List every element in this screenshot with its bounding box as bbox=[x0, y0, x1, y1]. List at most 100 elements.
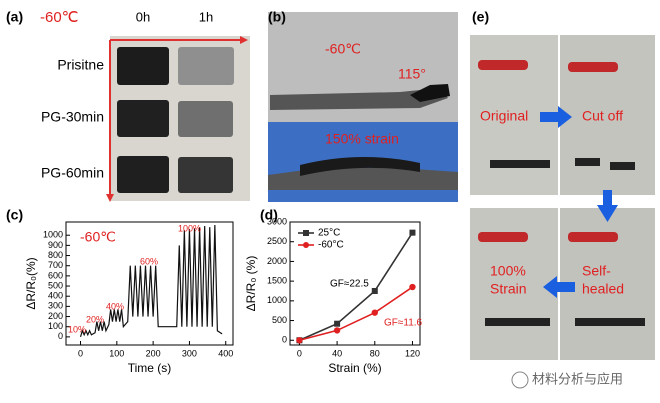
y-tick-label: 600 bbox=[48, 270, 63, 280]
y-tick-label: 800 bbox=[48, 250, 63, 260]
temperature: -60℃ bbox=[325, 41, 361, 57]
arrow bbox=[540, 106, 572, 128]
y-tick-label: 0 bbox=[58, 331, 63, 341]
temperature: -60℃ bbox=[40, 9, 79, 26]
x-tick-label: 0 bbox=[297, 348, 302, 358]
column-label: 0h bbox=[136, 9, 150, 24]
angle: 115° bbox=[398, 66, 426, 82]
y-tick-label: 0 bbox=[282, 335, 287, 345]
clip bbox=[478, 60, 528, 70]
sample-stretched bbox=[300, 156, 420, 176]
arrow-head bbox=[240, 36, 248, 44]
y-tick-label: 1500 bbox=[267, 276, 287, 286]
panel-label: (d) bbox=[260, 207, 278, 223]
x-tick-label: 80 bbox=[370, 348, 380, 358]
label: Strain bbox=[490, 281, 527, 297]
sample-bent bbox=[410, 84, 450, 102]
temperature: -60℃ bbox=[80, 229, 116, 245]
y-tick-label: 100 bbox=[48, 321, 63, 331]
x-axis-label: Strain (%) bbox=[328, 361, 381, 375]
y-tick-label: 300 bbox=[48, 301, 63, 311]
annotation: 20% bbox=[86, 314, 104, 324]
label: Self- bbox=[582, 263, 611, 279]
line-series bbox=[79, 225, 223, 338]
panel-label: (c) bbox=[6, 207, 23, 223]
x-tick-label: 100 bbox=[109, 348, 124, 358]
panel-label: (b) bbox=[268, 9, 286, 25]
y-tick-label: 900 bbox=[48, 240, 63, 250]
strain-label: 150% strain bbox=[325, 131, 399, 147]
y-tick-label: 500 bbox=[48, 280, 63, 290]
marker bbox=[333, 327, 341, 334]
panel-label: (e) bbox=[472, 9, 489, 25]
sample bbox=[117, 47, 169, 85]
annotation: 60% bbox=[140, 256, 158, 266]
marker bbox=[371, 309, 378, 316]
y-axis-label: ΔR/R₀ (%) bbox=[244, 256, 258, 312]
sample bbox=[117, 156, 169, 193]
clamps bbox=[268, 168, 458, 190]
marker bbox=[371, 287, 378, 294]
label: Cut off bbox=[582, 108, 623, 124]
samples bbox=[117, 47, 234, 193]
marker bbox=[296, 337, 303, 344]
y-tick-label: 200 bbox=[48, 311, 63, 321]
sample bbox=[575, 318, 645, 326]
photo-e bbox=[560, 35, 655, 195]
annotation: 40% bbox=[106, 301, 124, 311]
clip bbox=[478, 232, 528, 242]
y-tick-label: 1000 bbox=[267, 295, 287, 305]
legend-label: 25°C bbox=[318, 228, 340, 239]
watermark-icon bbox=[511, 371, 529, 389]
sample bbox=[490, 160, 550, 168]
marker bbox=[409, 283, 416, 291]
tweezer bbox=[270, 88, 448, 110]
sample bbox=[575, 158, 600, 166]
x-axis-label: Time (s) bbox=[128, 361, 172, 375]
x-tick-label: 200 bbox=[146, 348, 161, 358]
y-tick-label: 3000 bbox=[267, 216, 287, 226]
photo-details bbox=[478, 60, 645, 326]
marker bbox=[334, 320, 341, 327]
x-tick-label: 400 bbox=[218, 348, 233, 358]
label: Original bbox=[480, 108, 528, 124]
panel-label: (a) bbox=[6, 9, 23, 25]
sample bbox=[610, 162, 635, 170]
x-tick-label: 300 bbox=[182, 348, 197, 358]
row-label: PG-30min bbox=[41, 109, 104, 125]
sample bbox=[117, 100, 169, 137]
y-tick-label: 400 bbox=[48, 291, 63, 301]
clip bbox=[568, 232, 618, 242]
line-series bbox=[299, 232, 414, 342]
annotation: GF≈11.6 bbox=[384, 318, 423, 329]
sample bbox=[178, 157, 233, 193]
watermark: 材料分析与应用 bbox=[532, 371, 623, 386]
y-tick-label: 2500 bbox=[267, 236, 287, 246]
y-axis-label: ΔR/R₀(%) bbox=[24, 257, 38, 309]
x-tick-label: 0 bbox=[78, 348, 83, 358]
x-tick-label: 40 bbox=[332, 348, 342, 358]
sample bbox=[485, 318, 550, 326]
sample bbox=[178, 47, 234, 85]
x-tick-label: 120 bbox=[405, 348, 420, 358]
y-tick-label: 500 bbox=[272, 315, 287, 325]
annotation: GF≈22.5 bbox=[330, 279, 369, 290]
label: healed bbox=[582, 281, 624, 297]
marker bbox=[409, 229, 416, 236]
row-label: Prisitne bbox=[57, 57, 104, 73]
legend-label: -60°C bbox=[318, 240, 344, 251]
arrow-head bbox=[106, 194, 114, 202]
plot-frame bbox=[65, 221, 234, 346]
legend-marker bbox=[303, 230, 309, 236]
y-tick-label: 1000 bbox=[43, 230, 63, 240]
annotation: 10% bbox=[68, 324, 86, 334]
sample bbox=[178, 101, 233, 137]
line-series bbox=[299, 286, 413, 342]
arrow bbox=[543, 276, 575, 298]
column-label: 1h bbox=[199, 9, 213, 24]
annotation: 100% bbox=[178, 223, 201, 233]
clip bbox=[568, 62, 618, 72]
y-tick-label: 2000 bbox=[267, 256, 287, 266]
legend-marker bbox=[303, 242, 309, 248]
